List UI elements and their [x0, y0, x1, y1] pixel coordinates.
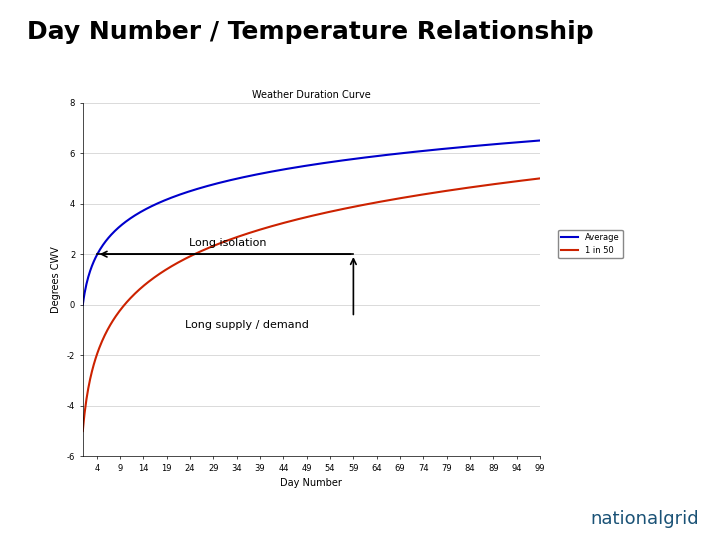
1 in 50 — [536, 175, 544, 181]
Average — [296, 164, 305, 170]
Text: Day Number / Temperature Relationship: Day Number / Temperature Relationship — [27, 19, 594, 44]
X-axis label: Day Number: Day Number — [281, 478, 342, 489]
Text: nationalgrid: nationalgrid — [590, 510, 699, 528]
1 in 50 — [298, 215, 307, 221]
Line: 1 in 50: 1 in 50 — [83, 178, 540, 431]
1 in 50 — [453, 186, 462, 192]
1 in 50 — [78, 428, 87, 434]
Average — [298, 163, 307, 170]
Text: Long isolation: Long isolation — [189, 238, 266, 248]
1 in 50 — [296, 215, 305, 222]
Y-axis label: Degrees CWV: Degrees CWV — [51, 246, 61, 313]
Line: Average: Average — [83, 140, 540, 305]
1 in 50 — [326, 208, 335, 215]
Title: Weather Duration Curve: Weather Duration Curve — [252, 90, 371, 100]
Average — [351, 156, 359, 162]
Average — [326, 159, 335, 165]
Average — [78, 301, 87, 308]
1 in 50 — [351, 203, 359, 210]
Average — [536, 137, 544, 144]
Average — [525, 138, 534, 145]
1 in 50 — [525, 177, 534, 183]
Legend: Average, 1 in 50: Average, 1 in 50 — [558, 230, 623, 259]
Text: Long supply / demand: Long supply / demand — [186, 320, 310, 330]
Average — [453, 144, 462, 151]
